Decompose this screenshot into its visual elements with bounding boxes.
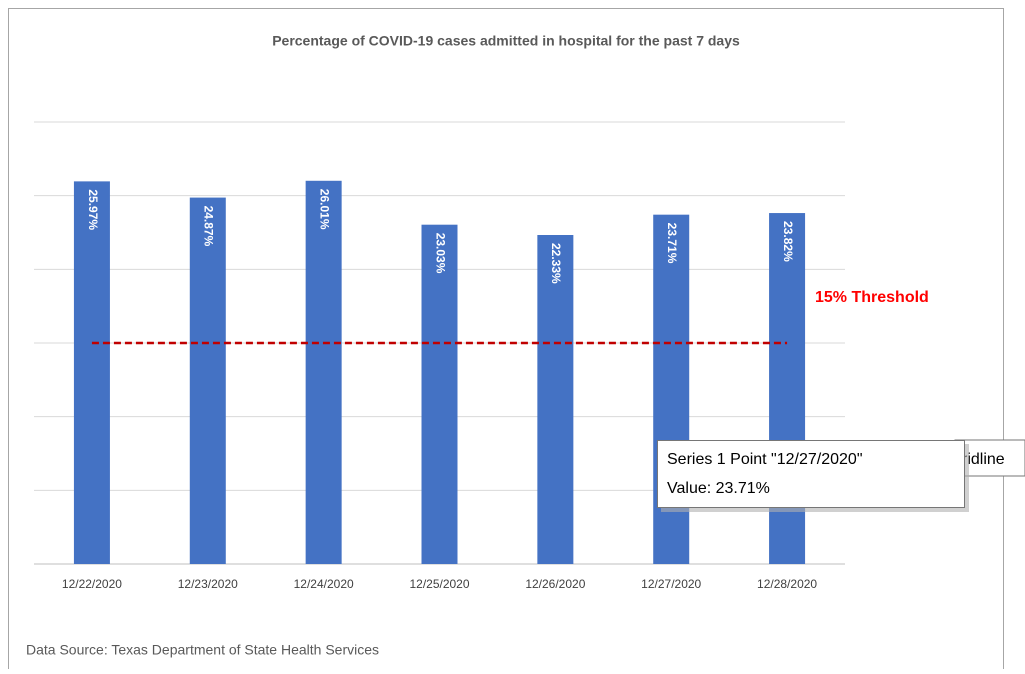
bar xyxy=(421,224,458,564)
tooltip-clipped: ridline xyxy=(962,451,1005,468)
chart-border xyxy=(8,8,1004,674)
x-tick-label: 12/27/2020 xyxy=(641,577,701,591)
bar xyxy=(537,235,574,564)
data-label: 22.33% xyxy=(549,243,563,284)
x-tick-label: 12/24/2020 xyxy=(294,577,354,591)
x-tick-label: 12/22/2020 xyxy=(62,577,122,591)
bar xyxy=(305,180,342,564)
x-tick-label: 12/23/2020 xyxy=(178,577,238,591)
source-note: Data Source: Texas Department of State H… xyxy=(26,642,379,658)
bar xyxy=(189,197,226,564)
tooltip-line: Series 1 Point "12/27/2020" xyxy=(667,451,863,468)
tooltip-line: Value: 23.71% xyxy=(667,480,770,497)
data-label: 25.97% xyxy=(86,189,100,230)
threshold-label: 15% Threshold xyxy=(815,289,929,306)
chart-title: Percentage of COVID-19 cases admitted in… xyxy=(272,33,740,49)
x-tick-label: 12/26/2020 xyxy=(525,577,585,591)
data-label: 23.82% xyxy=(781,221,795,262)
x-tick-label: 12/28/2020 xyxy=(757,577,817,591)
data-label: 23.71% xyxy=(665,223,679,264)
tooltip xyxy=(657,440,965,508)
bar xyxy=(73,181,110,564)
data-label: 23.03% xyxy=(433,233,447,274)
x-tick-label: 12/25/2020 xyxy=(409,577,469,591)
data-label: 26.01% xyxy=(317,189,331,230)
data-label: 24.87% xyxy=(202,206,216,247)
